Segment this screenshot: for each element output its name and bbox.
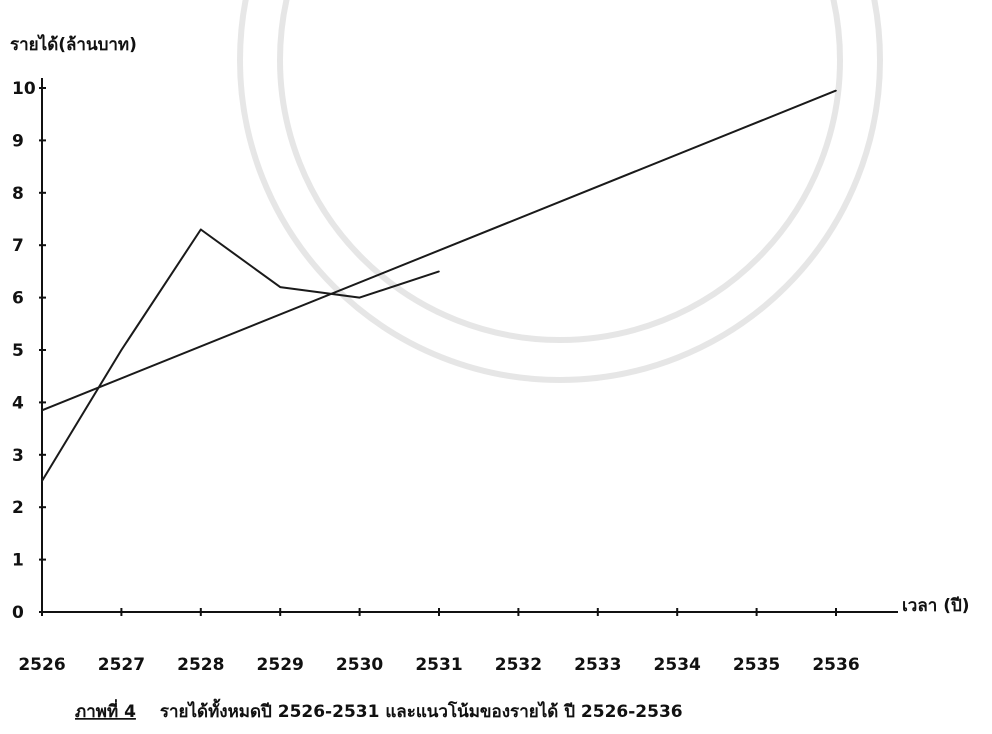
income-data-point bbox=[41, 480, 43, 482]
y-axis-title: รายได้(ล้านบาท) bbox=[10, 34, 137, 55]
income-series-line bbox=[41, 228, 440, 482]
x-ticks: 2526 2527 2528 2529 2530 2531 2532 2533 2534 2535… bbox=[18, 608, 860, 675]
income-data-point bbox=[279, 286, 282, 288]
y-tick-label: 3 bbox=[12, 446, 24, 466]
y-tick-label: 8 bbox=[12, 184, 24, 204]
x-tick-label: 2526 bbox=[18, 655, 65, 675]
y-tick-label: 9 bbox=[12, 131, 24, 151]
income-data-point bbox=[358, 296, 361, 299]
x-tick-label: 2529 bbox=[257, 655, 304, 675]
x-tick-label: 2532 bbox=[495, 655, 542, 675]
y-tick-label: 2 bbox=[12, 498, 24, 518]
axes bbox=[41, 78, 898, 613]
x-tick-label: 2535 bbox=[733, 655, 780, 675]
x-tick-label: 2534 bbox=[654, 655, 701, 675]
caption-text: รายได้ทั้งหมดปี 2526-2531 และแนวโน้มของร… bbox=[160, 698, 683, 722]
income-data-point bbox=[120, 349, 123, 351]
x-tick-label: 2533 bbox=[574, 655, 621, 675]
y-tick-label: 6 bbox=[12, 289, 24, 309]
caption-number: ภาพที่ 4 bbox=[75, 699, 136, 722]
y-tick-label: 1 bbox=[12, 551, 24, 571]
series-layer bbox=[41, 89, 837, 482]
x-tick-label: 2528 bbox=[177, 655, 224, 675]
trend-data-point bbox=[835, 89, 837, 92]
income-data-point bbox=[438, 270, 440, 273]
x-axis-title: เวลา (ปี) bbox=[902, 595, 970, 616]
y-tick-label: 10 bbox=[12, 79, 36, 99]
trend-data-point bbox=[41, 409, 43, 412]
y-tick-label: 4 bbox=[12, 393, 24, 413]
y-tick-label: 7 bbox=[12, 236, 24, 256]
trend-series-line bbox=[41, 89, 837, 412]
x-tick-label: 2536 bbox=[812, 655, 859, 675]
x-tick-label: 2527 bbox=[98, 655, 145, 675]
figure-caption: ภาพที่ 4 รายได้ทั้งหมดปี 2526-2531 และแน… bbox=[75, 698, 683, 722]
y-tick-label: 5 bbox=[12, 341, 24, 361]
y-ticks: 0 1 2 3 4 5 6 7 8 9 10 bbox=[12, 79, 46, 623]
y-tick-label: 0 bbox=[12, 603, 24, 623]
x-tick-label: 2530 bbox=[336, 655, 383, 675]
university-seal-watermark bbox=[237, 0, 883, 383]
income-data-point bbox=[200, 228, 202, 231]
x-tick-label: 2531 bbox=[415, 655, 462, 675]
